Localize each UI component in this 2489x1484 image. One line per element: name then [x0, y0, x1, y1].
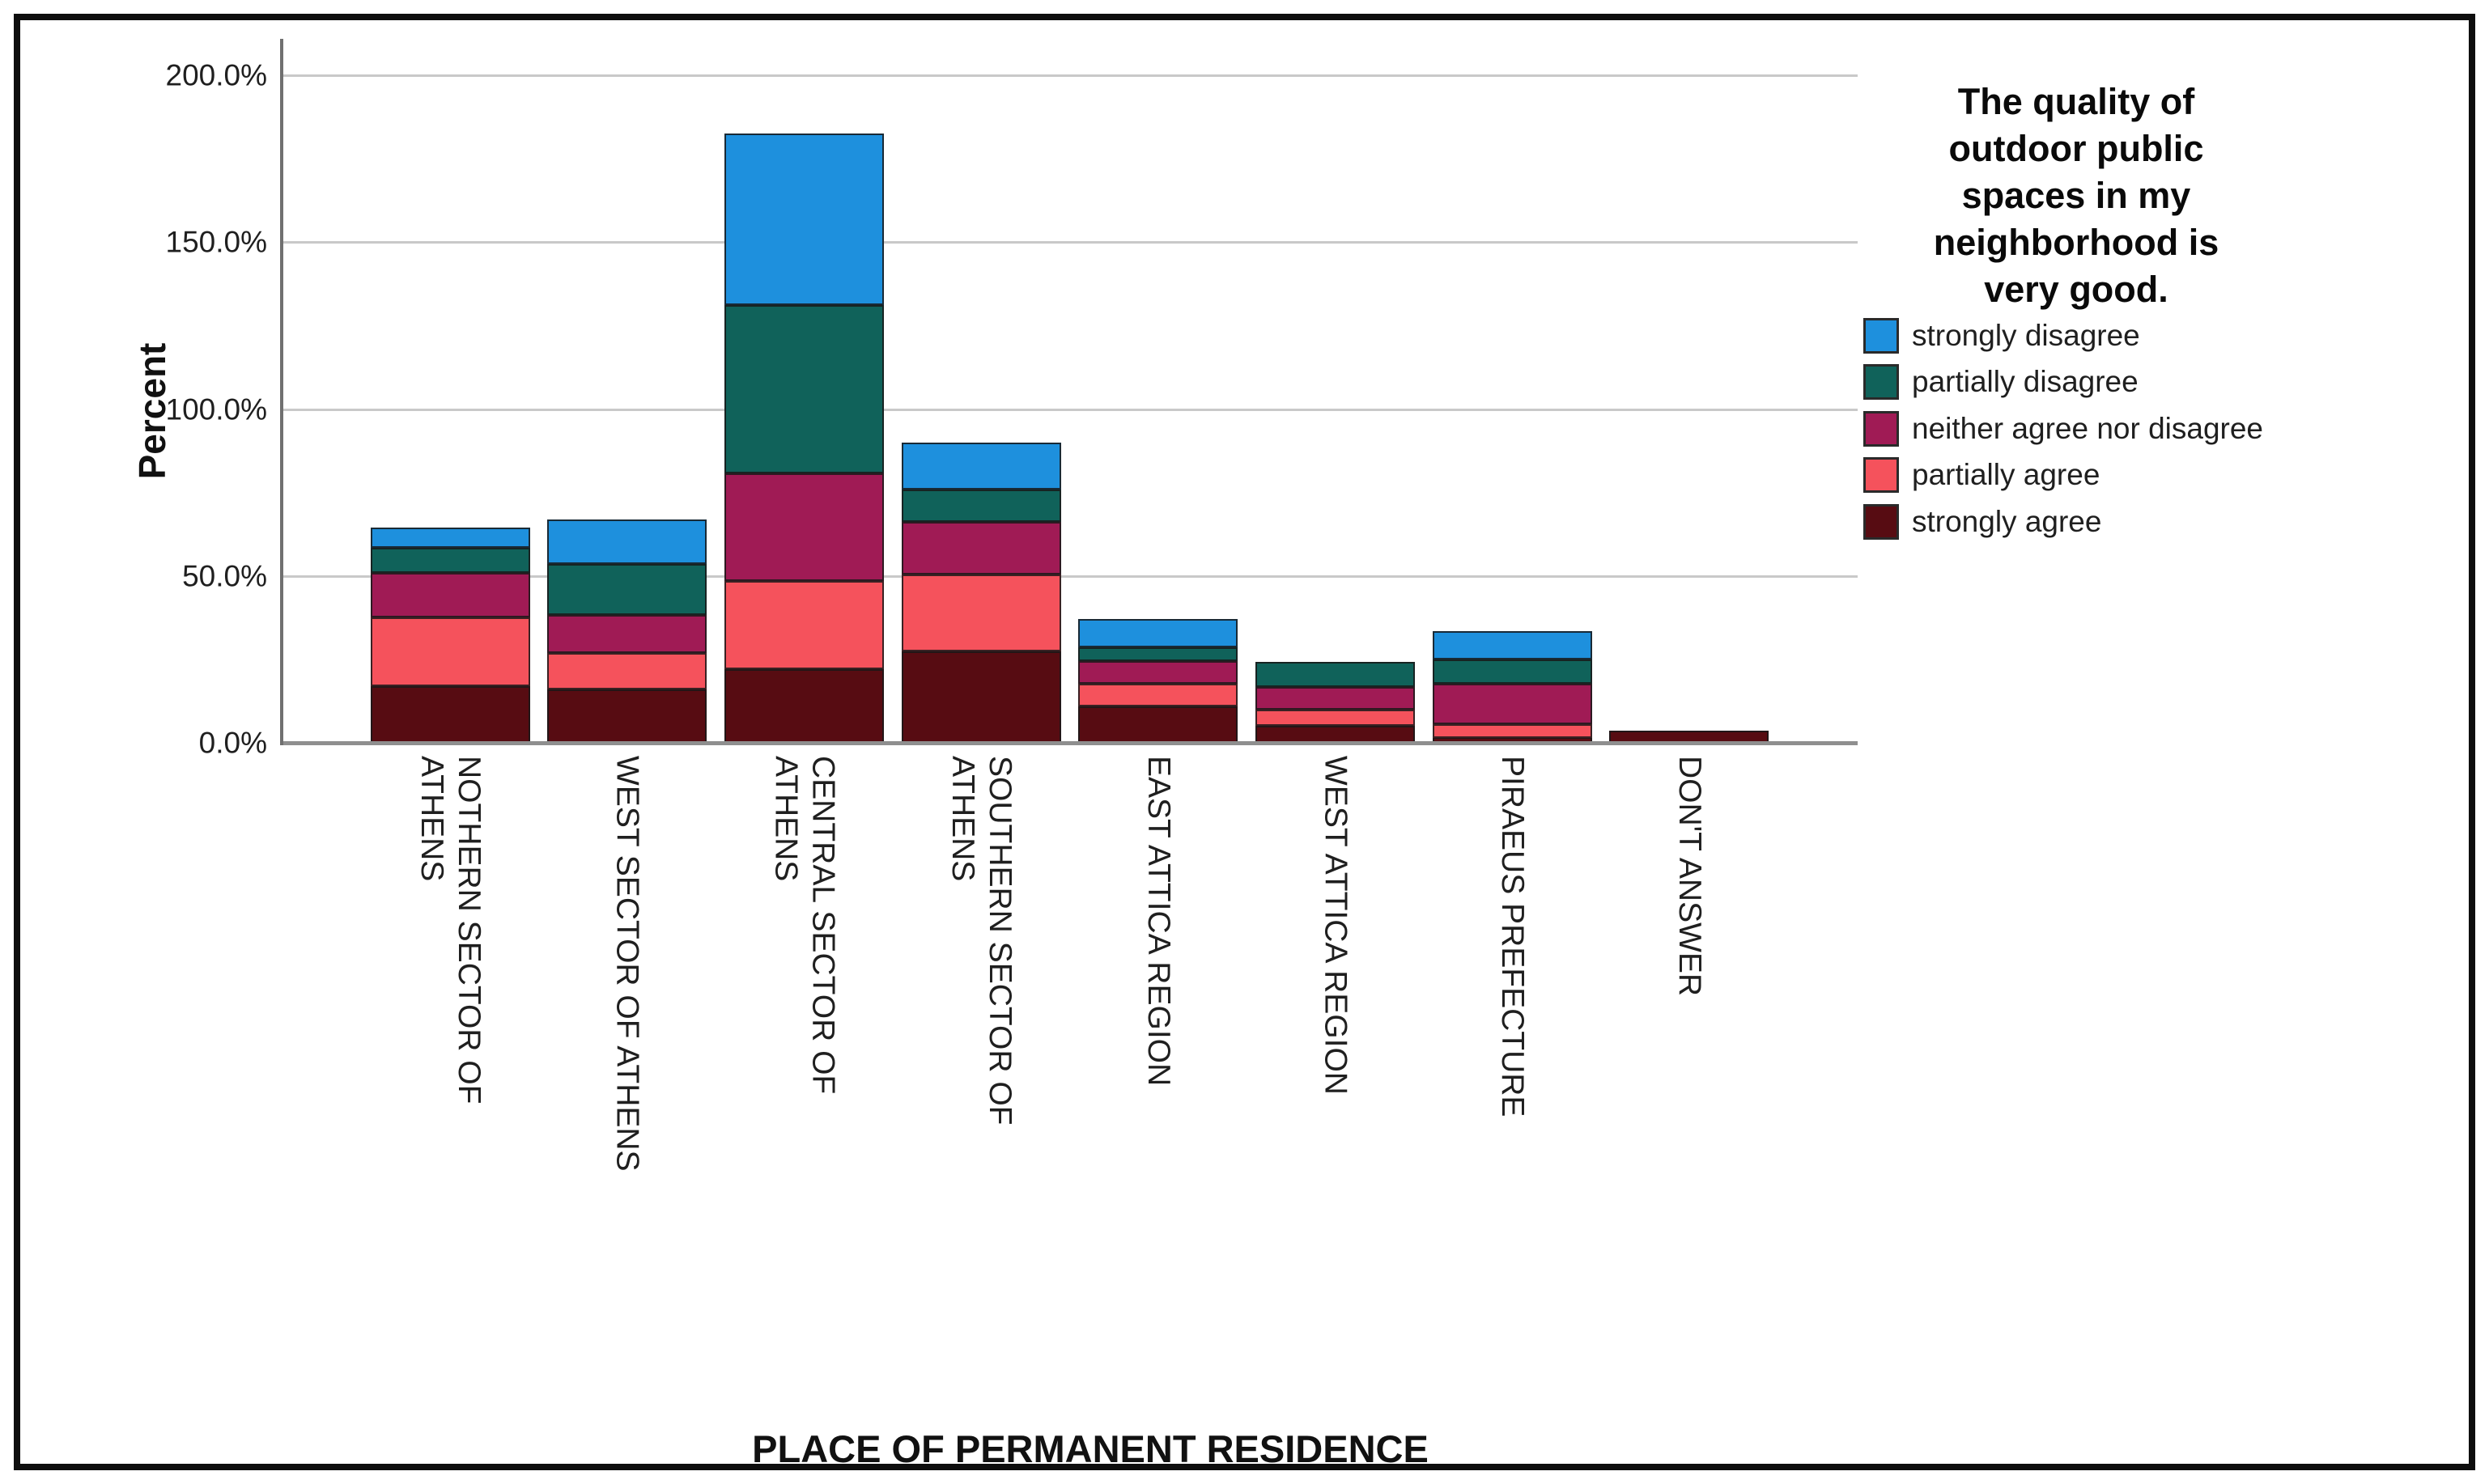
- bar-segment: [1078, 661, 1238, 684]
- gridline: [282, 408, 1858, 411]
- x-axis-line: [282, 741, 1858, 745]
- x-category-label: CENTRAL SECTOR OF ATHENS: [768, 756, 841, 1095]
- bar-segment: [371, 686, 530, 743]
- x-category-label: EAST ATTICA REGION: [1140, 756, 1176, 1087]
- gridline: [282, 241, 1858, 244]
- legend-title: The quality of outdoor public spaces in …: [1933, 81, 2219, 310]
- bar-segment: [1433, 631, 1592, 659]
- legend-label: strongly agree: [1912, 504, 2102, 538]
- bar-segment: [371, 528, 530, 548]
- x-category-label: NOTHERN SECTOR OF ATHENS: [414, 756, 486, 1105]
- x-category-label: PIRAEUS PREFECTURE: [1495, 756, 1531, 1117]
- bar-segment: [724, 134, 884, 305]
- bar-segment: [1078, 619, 1238, 647]
- x-category-label: WEST ATTICA REGION: [1318, 756, 1353, 1095]
- y-tick-label: 150.0%: [165, 225, 268, 259]
- bar-segment: [724, 581, 884, 669]
- bar-segment: [1255, 687, 1415, 710]
- bar-segment: [724, 669, 884, 743]
- bar-segment: [902, 651, 1061, 743]
- y-tick-label: 100.0%: [165, 392, 268, 426]
- bar-segment: [1433, 684, 1592, 724]
- legend-label: partially agree: [1912, 458, 2100, 492]
- bar-segment: [1255, 726, 1415, 743]
- bar-segment: [1255, 662, 1415, 687]
- legend-swatch: [1863, 318, 1899, 354]
- bar-segment: [902, 522, 1061, 575]
- bar-segment: [902, 575, 1061, 651]
- x-category-label: SOUTHERN SECTOR OF ATHENS: [945, 756, 1018, 1126]
- x-axis-title: PLACE OF PERMANENT RESIDENCE: [752, 1427, 1429, 1470]
- bar-segment: [371, 548, 530, 573]
- legend-swatch: [1863, 503, 1899, 540]
- bar-segment: [1078, 647, 1238, 661]
- legend-swatch: [1863, 410, 1899, 447]
- bar-segment: [1078, 684, 1238, 706]
- legend-label: partially disagree: [1912, 365, 2139, 399]
- y-tick-label: 200.0%: [165, 58, 268, 92]
- x-category-label: WEST SECTOR OF ATHENS: [610, 756, 645, 1172]
- bar-segment: [1433, 724, 1592, 738]
- legend-label: neither agree nor disagree: [1912, 411, 2264, 445]
- bar-segment: [547, 519, 707, 564]
- bar-segment: [547, 615, 707, 653]
- bar-segment: [547, 653, 707, 689]
- x-category-label: DON'T ANSWER: [1671, 756, 1707, 997]
- y-tick-label: 50.0%: [182, 559, 267, 593]
- bar-segment: [1433, 659, 1592, 684]
- gridline: [282, 575, 1858, 578]
- legend-label: strongly disagree: [1912, 319, 2140, 352]
- y-axis-line: [280, 39, 283, 745]
- bar-segment: [547, 689, 707, 743]
- bar-segment: [902, 443, 1061, 490]
- gridline: [282, 74, 1858, 77]
- legend-swatch: [1863, 364, 1899, 401]
- bar-segment: [724, 305, 884, 473]
- bar-segment: [371, 573, 530, 617]
- bar-segment: [547, 564, 707, 615]
- y-tick-label: 0.0%: [198, 726, 267, 760]
- bar-segment: [724, 473, 884, 581]
- bar-segment: [1255, 710, 1415, 726]
- bar-segment: [371, 617, 530, 686]
- bar-segment: [902, 490, 1061, 522]
- chart-frame: Percent PLACE OF PERMANENT RESIDENCE The…: [14, 14, 2475, 1470]
- bar-segment: [1078, 706, 1238, 743]
- legend-swatch: [1863, 457, 1899, 494]
